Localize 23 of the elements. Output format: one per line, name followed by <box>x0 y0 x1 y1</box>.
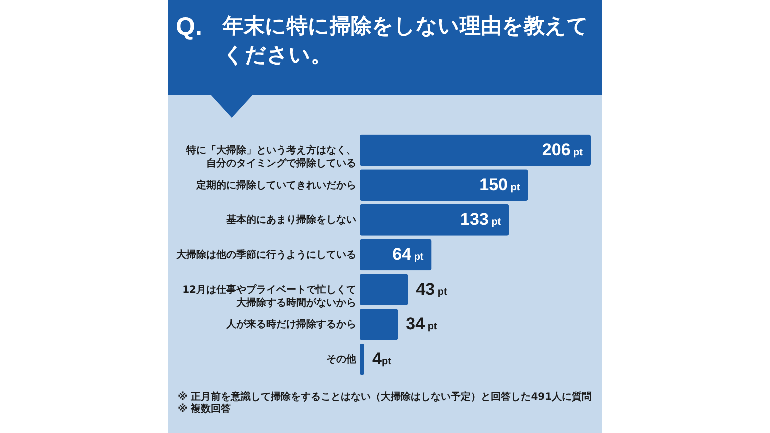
data-label: 133 pt <box>460 210 502 230</box>
y-tick-label: 定期的に掃除していてきれいだから <box>196 179 356 192</box>
bar <box>360 134 591 166</box>
bar <box>360 204 510 236</box>
y-tick-label: 特に「大掃除」という考え方はなく、自分のタイミングで掃除している <box>186 144 356 170</box>
data-label: 34 pt <box>406 314 438 334</box>
bar <box>360 274 408 306</box>
text: ※ 正月前を意識して掃除をすることはない（大掃除はしない予定）と回答した491人に質問 <box>178 392 592 404</box>
y-tick-label: 12月は仕事やプライベートで忙しくて大掃除する時間がないから <box>182 284 356 309</box>
y-tick-label: 大掃除は他の季節に行うようにしている <box>176 249 356 261</box>
y-tick-label: 人が来る時だけ掃除するから <box>226 318 356 331</box>
data-label: 150 pt <box>480 175 521 194</box>
bar <box>360 239 432 271</box>
y-tick-label: その他 <box>326 354 358 366</box>
bar <box>360 170 528 201</box>
y-tick-label: 基本的にあまり掃除をしない <box>226 214 356 226</box>
bar <box>360 309 398 340</box>
data-label: 4pt <box>372 350 392 369</box>
chart-title: Q. 年末に特に掃除をしない理由を教えてください。 <box>176 12 590 69</box>
data-label: 206 pt <box>542 140 584 160</box>
text: ※ 複数回答 <box>178 404 232 416</box>
data-label: 64 pt <box>392 245 424 264</box>
data-label: 43 pt <box>416 280 448 299</box>
